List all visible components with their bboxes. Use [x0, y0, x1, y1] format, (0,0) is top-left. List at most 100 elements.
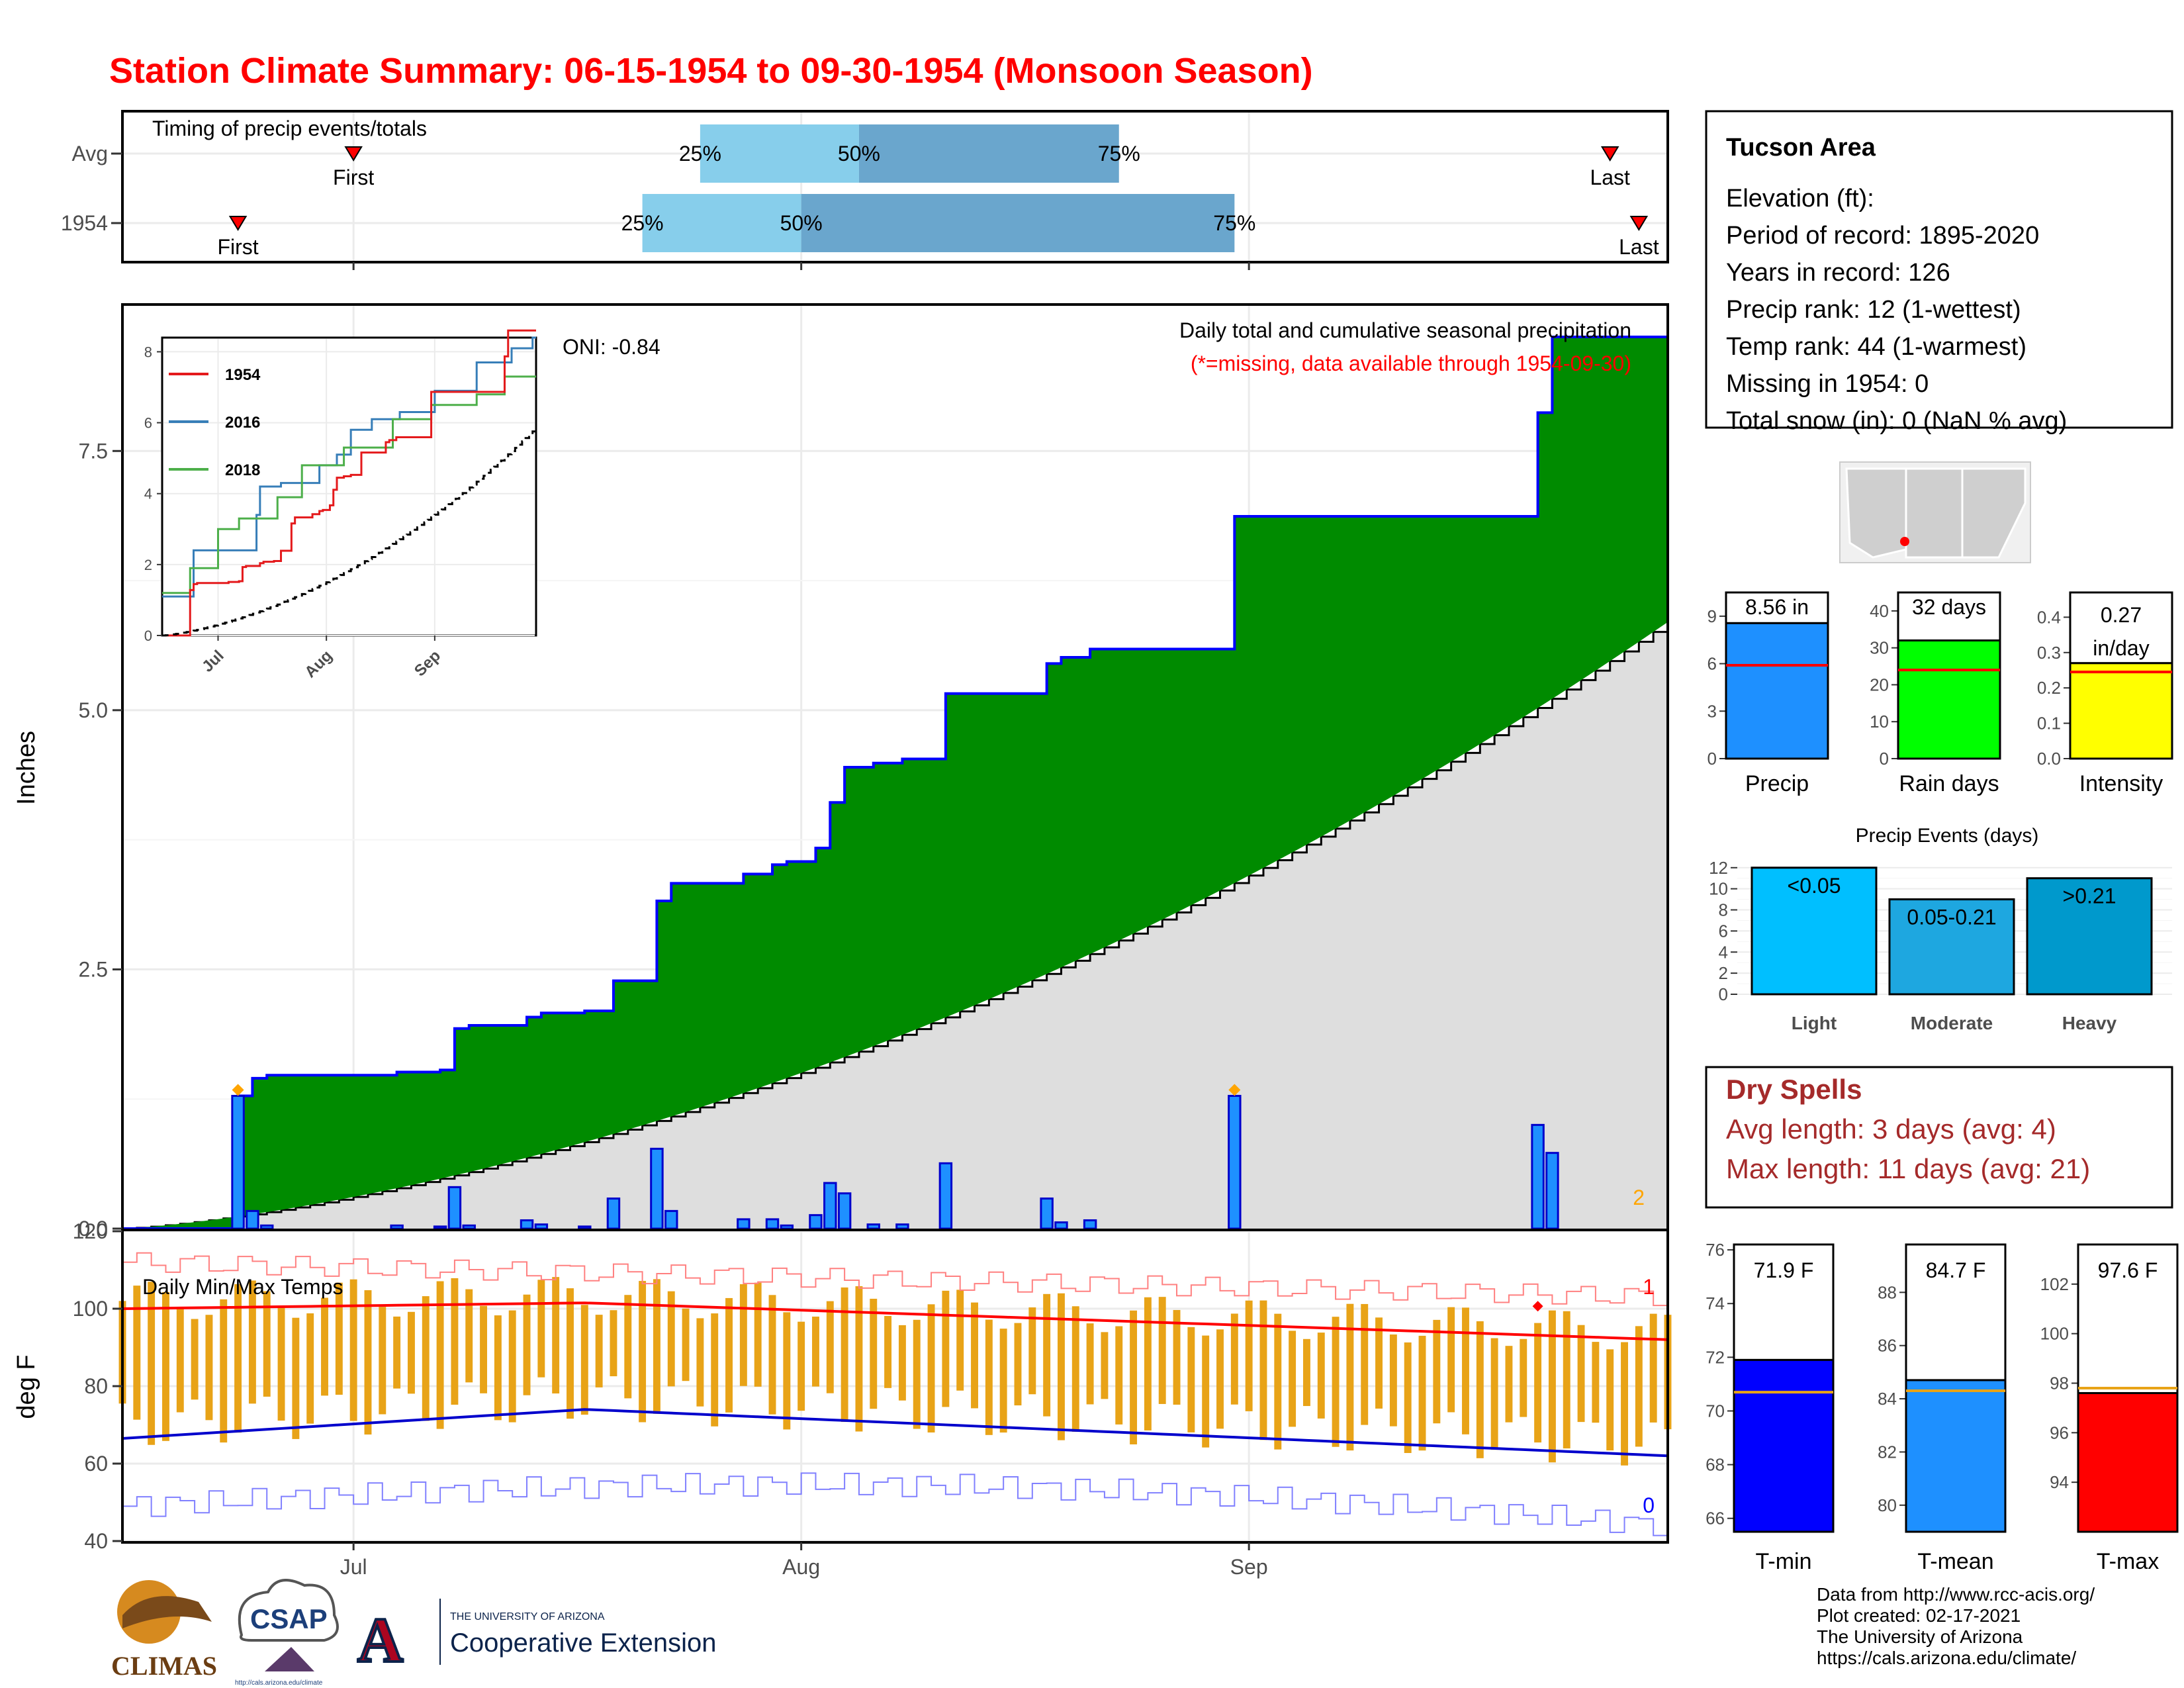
- summary-ytick-label: 20: [1870, 675, 1889, 694]
- daily-temp-range-bar: [321, 1297, 328, 1396]
- daily-precip-bar: [780, 1224, 794, 1230]
- daily-temp-range-bar: [436, 1281, 444, 1429]
- daily-temp-range-bar: [754, 1282, 762, 1387]
- daily-temp-range-bar: [1230, 1313, 1238, 1405]
- timing-q75-label: 75%: [1213, 211, 1255, 235]
- daily-temp-range-bar: [1404, 1342, 1412, 1454]
- temp-summary-ytick-label: 94: [2050, 1472, 2069, 1492]
- daily-temp-range-bar: [971, 1302, 978, 1409]
- daily-temp-range-bar: [1245, 1300, 1253, 1411]
- summary-ytick-label: 6: [1707, 654, 1717, 674]
- daily-temp-range-bar: [1028, 1307, 1036, 1395]
- csap-cloud-icon: [238, 1579, 339, 1642]
- daily-temp-range-bar: [1086, 1323, 1094, 1405]
- timing-bar-q50-q75: [858, 124, 1119, 183]
- daily-temp-range-bar: [1375, 1317, 1383, 1409]
- daily-temp-range-bar: [1520, 1338, 1527, 1417]
- daily-precip-bar: [1228, 1095, 1242, 1230]
- daily-temp-range-bar: [696, 1318, 704, 1407]
- temp-summary-ytick-label: 86: [1878, 1336, 1897, 1356]
- summary-bar-precip: [1725, 622, 1829, 760]
- timing-panel: Timing of precip events/totals Avg 25% 50%…: [61, 110, 1669, 270]
- daily-temp-range-bar: [1043, 1293, 1051, 1417]
- summary-ytick-label: 0: [1880, 749, 1889, 769]
- temp-x-axis: Jul Aug Sep: [340, 1542, 1268, 1579]
- timing-last-label: Last: [1619, 235, 1659, 259]
- events-ytick-label: 2: [1719, 963, 1728, 983]
- temp-summary-ytick-label: 100: [2040, 1324, 2069, 1344]
- missing-count: 2: [1633, 1186, 1645, 1209]
- daily-temp-range-bar: [1649, 1313, 1657, 1423]
- daily-temp-range-bar: [205, 1315, 213, 1421]
- daily-temp-range-bar: [1548, 1310, 1556, 1463]
- timing-first-label: First: [217, 235, 258, 259]
- timing-rows: Avg 25% 50% 75% First Last 1954 25% 50% 75% First L…: [61, 124, 1659, 259]
- station-detail-line: Missing in 1954: 0: [1726, 370, 1929, 398]
- inset-ytick-label: 0: [144, 628, 152, 644]
- timing-first-marker-icon: [344, 146, 363, 162]
- daily-temp-range-bar: [277, 1307, 285, 1421]
- map-arizona: [1845, 467, 1907, 559]
- temp-summary-ytick-label: 98: [2050, 1374, 2069, 1393]
- temp-summary-name: T-max: [2097, 1549, 2159, 1574]
- timing-label: Timing of precip events/totals: [152, 117, 427, 140]
- events-bar-heavy: [2026, 877, 2153, 996]
- daily-precip-bar: [462, 1224, 476, 1230]
- station-name: Tucson Area: [1726, 134, 1876, 162]
- daily-precip-bar: [1531, 1123, 1545, 1230]
- temp-summary-ytick-label: 80: [1878, 1495, 1897, 1515]
- min-records-count: 0: [1643, 1493, 1655, 1517]
- daily-temp-range-bar: [162, 1291, 169, 1441]
- avg-cumulative-fill: [122, 622, 1668, 1229]
- temp-y-label: deg F: [13, 1354, 40, 1419]
- daily-temp-range-bar: [1302, 1338, 1310, 1407]
- daily-temp-range-bar: [1071, 1306, 1079, 1432]
- station-detail-line: Precip rank: 12 (1-wettest): [1726, 296, 2021, 324]
- daily-temp-range-bar: [1216, 1329, 1224, 1429]
- avg-cumulative-area: [122, 622, 1669, 1230]
- timing-last-marker-icon: [1629, 216, 1649, 231]
- daily-temp-range-bar: [508, 1310, 516, 1423]
- events-title: Precip Events (days): [1856, 825, 2039, 847]
- climas-logo: CLIMAS: [111, 1580, 217, 1681]
- daily-temp-range-bar: [1014, 1323, 1022, 1406]
- timing-first-marker-icon: [228, 216, 248, 231]
- summary-ytick-label: 10: [1870, 712, 1889, 731]
- page-title: Station Climate Summary: 06-15-1954 to 0…: [109, 51, 1313, 91]
- daily-temp-range-bar: [494, 1315, 502, 1421]
- daily-temp-range-bar: [884, 1315, 892, 1388]
- daily-temp-range-bar: [176, 1309, 184, 1413]
- events-ytick-label: 10: [1709, 879, 1728, 899]
- temp-ytick-label: 80: [84, 1374, 108, 1398]
- summary-bar-name: Intensity: [2079, 771, 2163, 796]
- summary-bar-top-frame: [2069, 591, 2173, 665]
- daily-temp-range-bar: [956, 1289, 964, 1391]
- daily-precip-bar: [246, 1209, 259, 1230]
- summary-bar-name: Precip: [1745, 771, 1809, 796]
- daily-precip-bar: [737, 1218, 751, 1230]
- daily-precip-bar: [447, 1186, 462, 1230]
- temp-summary-ytick-label: 76: [1706, 1240, 1725, 1260]
- ua-logo: A THE UNIVERSITY OF ARIZONA Cooperative …: [356, 1599, 716, 1677]
- summary-ytick-label: 3: [1707, 701, 1717, 721]
- timing-last-marker-icon: [1600, 146, 1619, 162]
- daily-temp-range-bar: [480, 1305, 488, 1393]
- daily-precip-bar: [823, 1182, 837, 1230]
- daily-temp-range-bar: [667, 1291, 675, 1387]
- daily-temp-range-bar: [725, 1297, 733, 1413]
- daily-temp-range-bar: [942, 1290, 950, 1407]
- station-detail-line: Years in record: 126: [1726, 259, 1950, 287]
- record-low-line: [122, 1472, 1668, 1536]
- summary-ytick-label: 0.2: [2037, 678, 2061, 698]
- daily-temp-range-bar: [1490, 1338, 1498, 1450]
- daily-temp-range-bar: [1058, 1293, 1065, 1440]
- temp-panel-label: Daily Min/Max Temps: [142, 1275, 343, 1299]
- temp-summary-ytick-label: 102: [2040, 1274, 2069, 1294]
- cumulative-precip-line: [122, 335, 1668, 1230]
- daily-temp-range-bar: [248, 1280, 256, 1404]
- daily-temp-range-bar: [407, 1311, 415, 1394]
- summary-ytick-label: 0.4: [2037, 607, 2061, 627]
- daily-temp-range-bar: [739, 1284, 747, 1386]
- ua-big-text: Cooperative Extension: [450, 1628, 716, 1658]
